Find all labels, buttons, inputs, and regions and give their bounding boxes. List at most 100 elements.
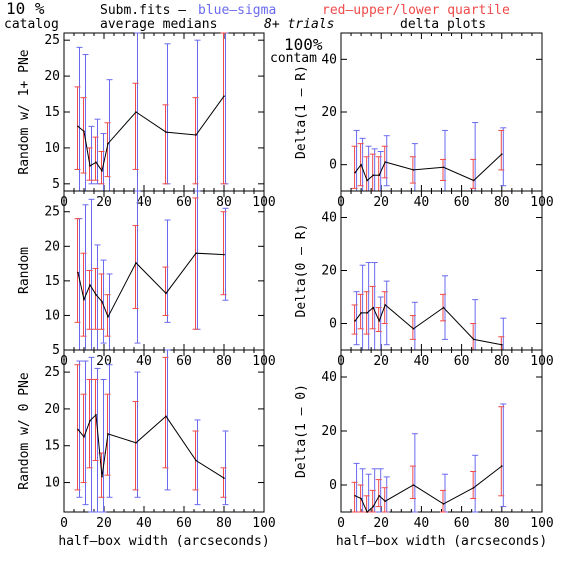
plot-frame	[340, 190, 543, 351]
data-point	[95, 161, 97, 164]
x-tick-label: 40	[414, 195, 430, 210]
data-point	[442, 306, 445, 309]
x-tick-label: 80	[216, 195, 232, 210]
data-point	[472, 486, 475, 489]
x-tick-label: 40	[414, 516, 430, 531]
data-point	[412, 169, 415, 171]
x-tick-label: 60	[176, 516, 192, 531]
data-point	[372, 505, 374, 508]
y-tick-label: 0	[329, 478, 337, 493]
x-tick-label: 60	[454, 195, 470, 210]
data-point	[501, 343, 503, 346]
x-tick-label: 80	[494, 516, 510, 531]
y-axis-label: Delta(1 – 0)	[294, 384, 309, 478]
x-tick-label: 60	[176, 354, 192, 369]
y-tick-label: 20	[321, 264, 337, 279]
x-tick-label: 20	[96, 195, 112, 210]
data-point	[107, 316, 109, 318]
data-point	[378, 174, 380, 176]
y-tick-label: 20	[321, 105, 337, 120]
data-point	[77, 271, 79, 274]
header-red-quartile: red–upper/lower quartile	[322, 3, 510, 18]
header-catalog: catalog	[4, 17, 59, 32]
x-tick-label: 20	[373, 354, 389, 369]
x-tick-label: 20	[373, 195, 389, 210]
y-axis-label: Random w/ 1+ PNe	[17, 49, 32, 174]
y-axis-label: Delta(0 – R)	[294, 224, 309, 318]
data-point	[366, 179, 368, 182]
x-tick-label: 20	[96, 354, 112, 369]
data-point	[360, 497, 362, 500]
data-point	[135, 441, 137, 444]
y-tick-label: 0	[329, 317, 337, 332]
x-tick-label: 100	[530, 516, 553, 531]
y-tick-label: 20	[44, 69, 60, 84]
data-point	[384, 500, 387, 503]
median-line	[354, 304, 502, 346]
data-point	[195, 252, 197, 255]
x-tick-label: 0	[337, 516, 345, 531]
data-point	[195, 459, 197, 462]
plot-frame	[63, 32, 265, 192]
x-tick-label: 40	[136, 195, 152, 210]
x-tick-label: 80	[494, 195, 510, 210]
data-point	[223, 477, 225, 479]
x-tick-label: 20	[373, 516, 389, 531]
data-point	[378, 320, 380, 322]
y-tick-label: 10	[44, 141, 60, 156]
contam-label: contam	[270, 51, 317, 66]
x-tick-label: 60	[454, 516, 470, 531]
data-point	[83, 436, 85, 438]
y-tick-label: 5	[52, 177, 60, 192]
data-point	[442, 166, 445, 169]
data-point	[354, 495, 356, 497]
header-delta-plots: delta plots	[400, 17, 486, 32]
data-point	[195, 134, 197, 136]
y-tick-label: 25	[44, 205, 60, 220]
x-tick-label: 0	[60, 516, 68, 531]
data-point	[89, 165, 91, 167]
panel-right-bottom: 0 20 40 60 80 100 0 20 40 Delta(1 – 0) half–box wi…	[294, 349, 554, 549]
data-point	[89, 284, 91, 286]
data-point	[354, 320, 356, 322]
y-tick-label: 40	[321, 370, 337, 385]
data-point	[223, 95, 225, 97]
data-point	[83, 130, 85, 133]
data-point	[135, 262, 137, 264]
data-point	[366, 511, 368, 513]
data-point	[107, 142, 109, 145]
data-point	[366, 312, 368, 314]
data-point	[384, 161, 387, 163]
data-point	[89, 419, 91, 422]
median-line	[77, 252, 225, 319]
header-percent: 10 %	[6, 0, 45, 18]
data-point	[83, 298, 85, 301]
y-tick-label: 10	[44, 308, 60, 323]
header-subm: Subm.fits –	[100, 3, 186, 18]
y-tick-label: 40	[321, 52, 337, 67]
median-line	[354, 153, 503, 182]
data-point	[384, 304, 387, 306]
data-point	[378, 495, 380, 497]
median-line	[354, 465, 503, 513]
data-point	[95, 414, 97, 416]
data-point	[165, 415, 167, 418]
x-tick-label: 40	[136, 354, 152, 369]
plot-frame	[63, 190, 265, 351]
y-axis-label: Random w/ 0 PNe	[17, 372, 32, 490]
x-tick-label: 60	[454, 354, 470, 369]
data-point	[412, 484, 415, 486]
y-tick-label: 15	[44, 274, 60, 289]
x-tick-label: 100	[252, 516, 275, 531]
median-line	[77, 413, 225, 479]
data-point	[165, 292, 167, 295]
x-axis-label: half–box width (arcseconds)	[58, 534, 269, 549]
contam-percent: 100%	[284, 35, 323, 54]
y-tick-label: 20	[44, 239, 60, 254]
data-point	[101, 170, 103, 172]
y-tick-label: 0	[329, 158, 337, 173]
